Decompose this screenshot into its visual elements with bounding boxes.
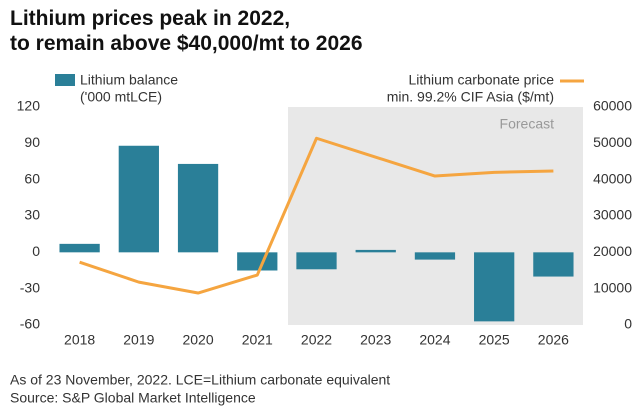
y2-tick-label: 0 xyxy=(624,316,632,332)
legend-label: Lithium balance xyxy=(80,72,178,88)
axis-label: min. 99.2% CIF Asia ($/mt) xyxy=(387,89,554,105)
y2-tick-label: 30000 xyxy=(593,207,632,223)
x-tick-label: 2020 xyxy=(182,332,213,348)
x-tick-label: 2019 xyxy=(123,332,154,348)
x-tick-label: 2022 xyxy=(301,332,332,348)
y2-tick-label: 50000 xyxy=(593,134,632,150)
x-tick-label: 2023 xyxy=(360,332,391,348)
axis-label: ('000 mtLCE) xyxy=(80,89,162,105)
bar xyxy=(296,252,337,270)
y-tick-label: -60 xyxy=(20,316,40,332)
bar xyxy=(177,163,219,253)
bar xyxy=(118,145,159,253)
legend-label: Lithium carbonate price xyxy=(408,72,554,88)
bar xyxy=(533,252,574,277)
forecast-label: Forecast xyxy=(500,116,555,132)
forecast-region xyxy=(288,107,583,325)
x-tick-label: 2018 xyxy=(64,332,95,348)
x-tick-label: 2026 xyxy=(538,332,569,348)
y-tick-label: -30 xyxy=(20,279,40,295)
legend-swatch xyxy=(55,74,75,86)
bar xyxy=(59,243,100,253)
x-tick-label: 2025 xyxy=(479,332,510,348)
y-tick-label: 90 xyxy=(24,134,40,150)
note: Source: S&P Global Market Intelligence xyxy=(10,390,256,406)
bar xyxy=(355,249,396,253)
bar xyxy=(237,252,278,271)
chart-title: to remain above $40,000/mt to 2026 xyxy=(10,32,363,55)
y-tick-label: 0 xyxy=(32,243,40,259)
y2-tick-label: 20000 xyxy=(593,243,632,259)
note: As of 23 November, 2022. LCE=Lithium car… xyxy=(10,372,390,388)
y-tick-label: 120 xyxy=(17,98,41,114)
y2-tick-label: 10000 xyxy=(593,279,632,295)
x-tick-label: 2021 xyxy=(242,332,273,348)
chart-title: Lithium prices peak in 2022, xyxy=(10,7,290,30)
y-tick-label: 60 xyxy=(24,170,40,186)
line xyxy=(79,136,554,295)
y2-tick-label: 40000 xyxy=(593,170,632,186)
y2-tick-label: 60000 xyxy=(593,98,632,114)
x-tick-label: 2024 xyxy=(419,332,450,348)
bar xyxy=(474,252,515,322)
y-tick-label: 30 xyxy=(24,207,40,223)
bar xyxy=(414,252,456,260)
